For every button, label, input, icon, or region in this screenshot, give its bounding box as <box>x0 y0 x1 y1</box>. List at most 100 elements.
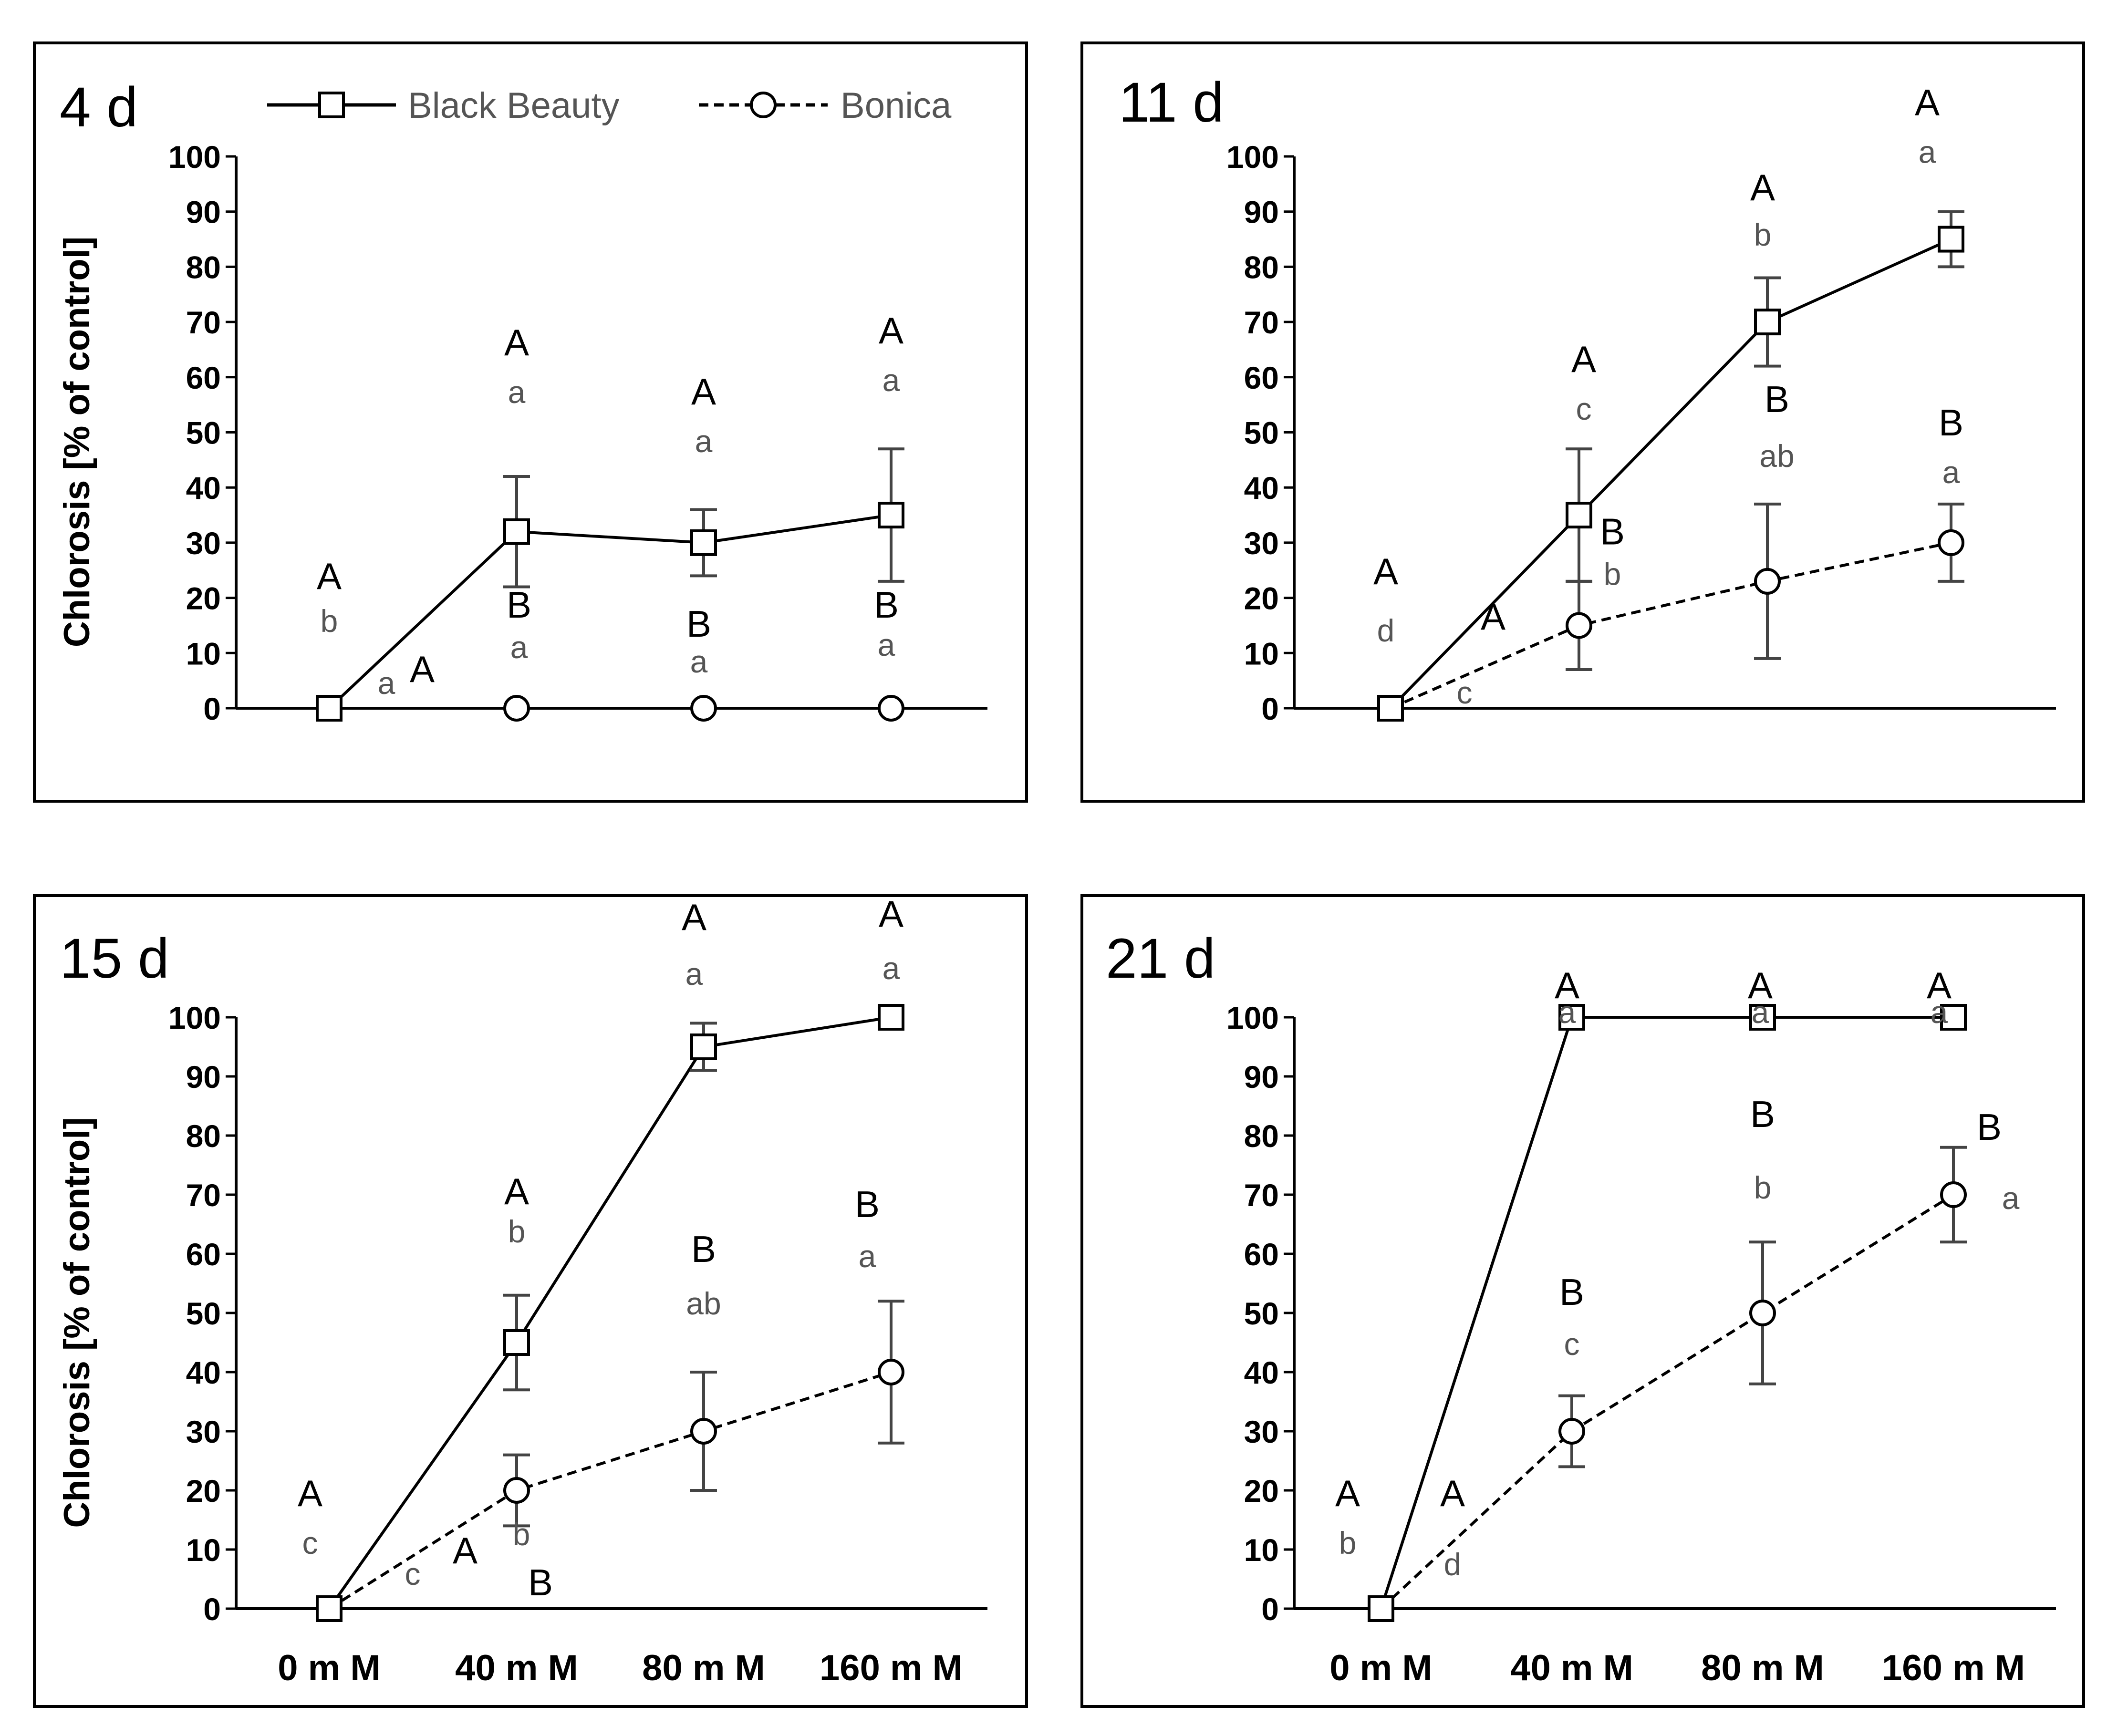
y-tick-label: 10 <box>186 636 221 671</box>
significance-letter-upper: A <box>1927 964 1952 1006</box>
y-tick-label: 70 <box>1244 1178 1279 1213</box>
y-tick-label: 40 <box>1244 1355 1279 1390</box>
data-point-black-beauty <box>1938 226 1964 253</box>
data-point-bonica <box>690 695 717 722</box>
y-tick-label: 60 <box>186 360 221 395</box>
data-point-black-beauty <box>1558 1004 1585 1031</box>
significance-letter-lower: c <box>1457 675 1473 710</box>
significance-letter-lower: c <box>302 1525 318 1560</box>
data-point-bonica <box>503 695 530 722</box>
y-tick-label: 20 <box>186 1473 221 1509</box>
x-tick-label: 160 m M <box>1882 1648 2025 1688</box>
significance-letter-upper: A <box>504 321 529 363</box>
y-tick-label: 80 <box>186 249 221 285</box>
x-tick-label: 0 m M <box>1329 1648 1432 1688</box>
y-tick-label: 60 <box>1244 360 1279 395</box>
significance-letter-upper: A <box>317 555 342 597</box>
y-tick-label: 70 <box>186 1178 221 1213</box>
significance-letter-upper: B <box>855 1183 880 1225</box>
significance-letter-upper: A <box>682 896 706 938</box>
significance-letter-lower: b <box>1754 217 1772 252</box>
significance-letter-lower: ab <box>686 1286 721 1321</box>
x-tick-label: 160 m M <box>820 1648 963 1688</box>
significance-letter-upper: B <box>1977 1106 2002 1148</box>
data-point-bonica <box>1566 612 1592 639</box>
y-tick-label: 20 <box>1244 581 1279 616</box>
significance-letter-lower: a <box>882 951 900 986</box>
y-tick-label: 100 <box>1226 1000 1279 1035</box>
significance-letter-upper: B <box>1559 1271 1584 1313</box>
significance-letter-lower: a <box>859 1239 876 1274</box>
significance-letter-lower: ab <box>1759 438 1794 474</box>
significance-letter-lower: a <box>508 374 526 410</box>
significance-letter-lower: a <box>378 665 395 701</box>
data-point-bonica <box>503 1477 530 1504</box>
y-tick-label: 0 <box>203 1591 221 1627</box>
panel-title: 11 d <box>1119 71 1224 134</box>
data-point-bonica <box>1938 529 1964 556</box>
y-tick-label: 100 <box>168 139 221 175</box>
significance-letter-lower: c <box>1564 1326 1580 1362</box>
significance-letter-lower: b <box>1339 1525 1357 1560</box>
data-point-bonica <box>1558 1418 1585 1445</box>
significance-letter-lower: a <box>878 627 895 662</box>
significance-letter-lower: a <box>2002 1180 2020 1216</box>
panel-title: 21 d <box>1106 927 1215 990</box>
data-point-bonica <box>1940 1181 1967 1208</box>
y-tick-label: 70 <box>1244 305 1279 340</box>
significance-letter-lower: a <box>1931 994 1948 1030</box>
y-axis-label: Chlorosis [% of control] <box>57 1117 97 1528</box>
significance-letter-lower: a <box>1942 455 1960 490</box>
y-tick-label: 50 <box>1244 415 1279 451</box>
significance-letter-upper: A <box>1440 1472 1465 1514</box>
significance-letter-upper: B <box>528 1561 553 1603</box>
data-point-black-beauty <box>1940 1004 1967 1031</box>
y-tick-label: 50 <box>186 1296 221 1331</box>
significance-letter-upper: B <box>686 603 711 645</box>
legend-marker-black-beauty <box>318 92 345 118</box>
y-tick-label: 90 <box>186 1059 221 1095</box>
panel-title: 15 d <box>60 927 169 990</box>
panel-border <box>33 894 1028 1708</box>
significance-letter-lower: c <box>1576 391 1592 426</box>
data-point-black-beauty <box>1368 1595 1394 1622</box>
y-tick-label: 90 <box>1244 195 1279 230</box>
y-tick-label: 50 <box>1244 1296 1279 1331</box>
data-point-bonica <box>1749 1300 1776 1326</box>
significance-letter-lower: a <box>510 630 528 665</box>
legend-label-black-beauty: Black Beauty <box>408 85 620 126</box>
data-point-black-beauty <box>1566 502 1592 529</box>
y-tick-label: 50 <box>186 415 221 451</box>
significance-letter-upper: B <box>507 584 531 626</box>
data-point-black-beauty <box>1754 309 1781 336</box>
panel-title: 4 d <box>60 76 138 139</box>
significance-letter-lower: d <box>1444 1547 1462 1582</box>
y-tick-label: 40 <box>186 1355 221 1390</box>
chart-panel-3: 15 d 0 10 20 30 40 50 60 70 80 90 100 Chlorosis [% o… <box>33 893 1028 1708</box>
data-point-black-beauty <box>503 518 530 545</box>
x-tick-label: 80 m M <box>642 1648 765 1688</box>
data-point-black-beauty <box>503 1329 530 1356</box>
series-line-black-beauty <box>1389 238 1952 710</box>
chart-panel-4: 21 d 0 10 20 30 40 50 60 70 80 90 100 0 m M 40 m M 80 … <box>1080 894 2085 1708</box>
significance-letter-upper: B <box>1765 378 1789 420</box>
significance-letter-upper: A <box>1373 550 1398 592</box>
significance-letter-upper: B <box>1939 402 1963 444</box>
significance-letter-upper: A <box>410 648 435 690</box>
significance-letter-upper: A <box>1481 596 1505 638</box>
x-tick-label: 40 m M <box>1510 1648 1633 1688</box>
y-tick-label: 20 <box>1244 1473 1279 1509</box>
y-tick-label: 30 <box>1244 526 1279 561</box>
significance-letter-upper: A <box>879 893 903 935</box>
chart-panel-1: 4 d 0 10 20 30 40 50 60 70 80 90 100 Chlorosis [% of… <box>33 41 1028 803</box>
data-point-black-beauty <box>690 1033 717 1060</box>
y-tick-label: 10 <box>1244 1532 1279 1568</box>
y-tick-label: 30 <box>1244 1414 1279 1449</box>
y-tick-label: 40 <box>186 470 221 506</box>
series-line-bonica <box>328 1371 892 1610</box>
y-tick-label: 100 <box>168 1000 221 1035</box>
significance-letter-lower: b <box>1754 1170 1772 1205</box>
x-tick-label: 0 m M <box>278 1648 380 1688</box>
x-tick-label: 80 m M <box>1701 1648 1824 1688</box>
data-point-bonica <box>878 1359 904 1385</box>
